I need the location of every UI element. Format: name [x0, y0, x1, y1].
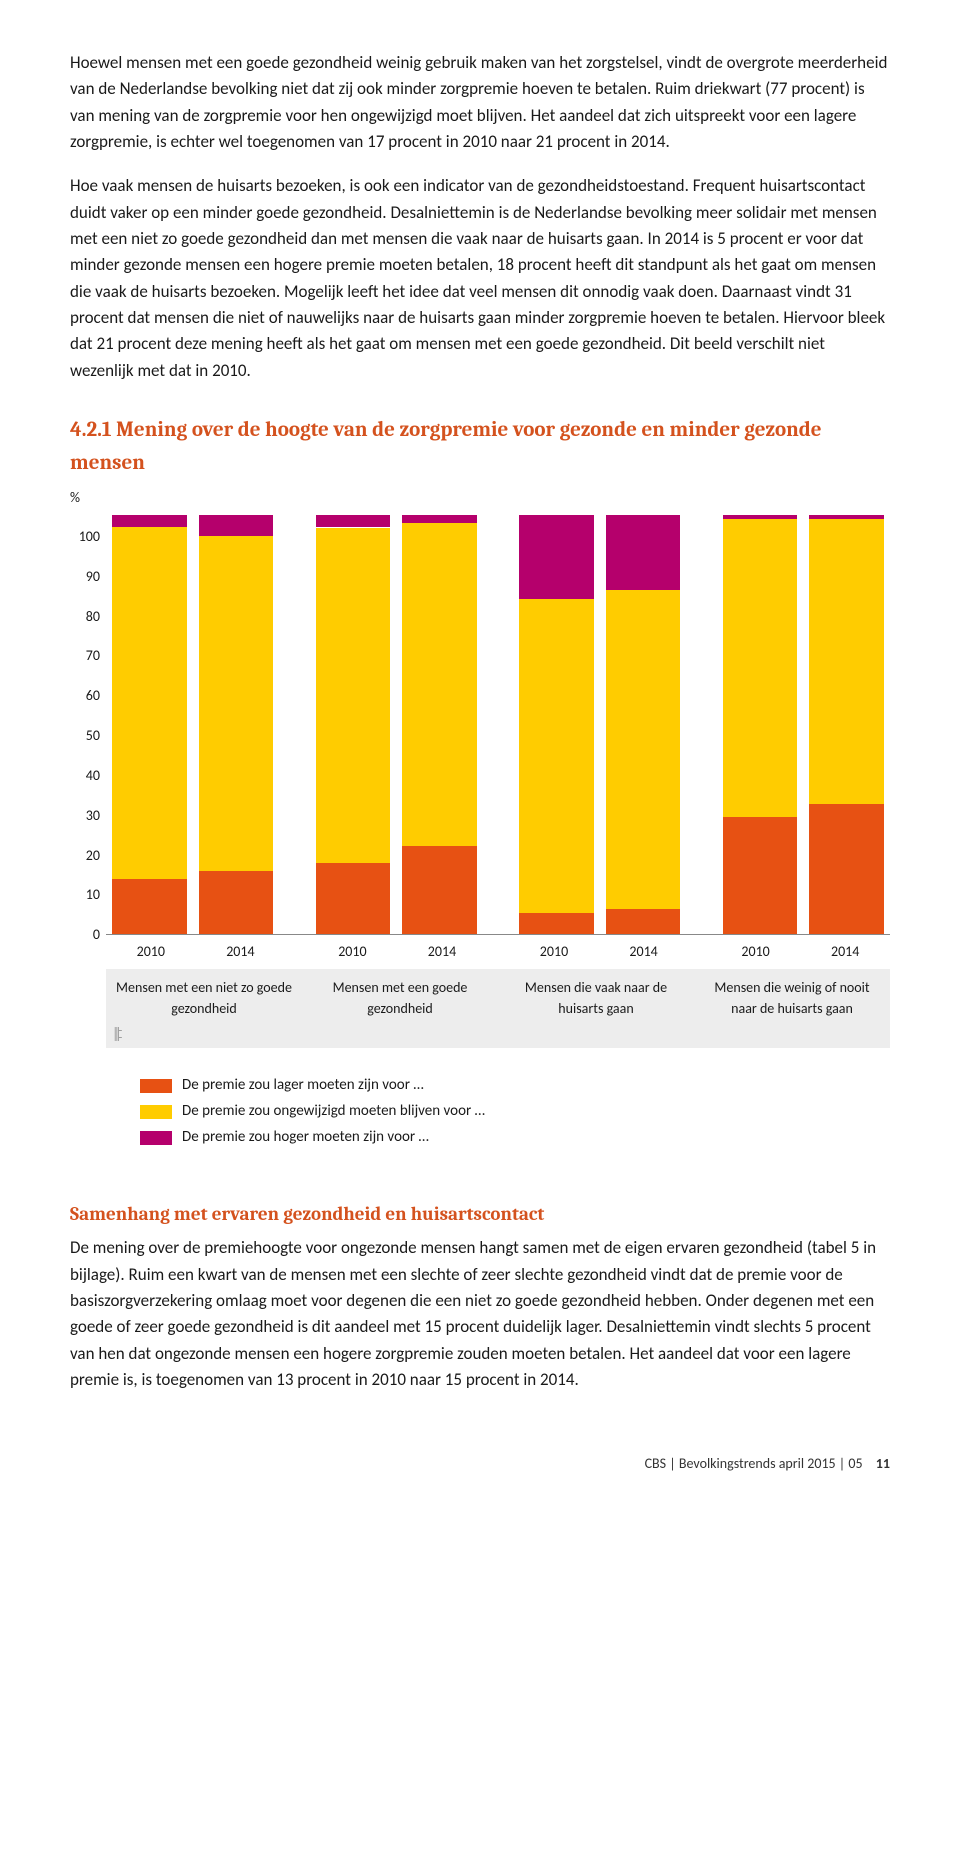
- bar-segment-lower: [199, 871, 274, 934]
- y-tick: 50: [70, 725, 100, 747]
- bar-segment-higher: [199, 515, 274, 536]
- subheading: Samenhang met ervaren gezondheid en huis…: [70, 1200, 890, 1229]
- bar: [310, 515, 397, 934]
- y-tick: 10: [70, 884, 100, 906]
- chart-plot: [106, 515, 890, 935]
- bar-segment-higher: [402, 515, 477, 523]
- cbs-logo-icon: ⊪⊪: [114, 1028, 122, 1042]
- bar-segment-same: [723, 519, 798, 816]
- body-paragraph-3: De mening over de premiehoogte voor onge…: [70, 1235, 890, 1393]
- bar-segment-same: [199, 536, 274, 871]
- bar: [717, 515, 804, 934]
- bar-segment-higher: [723, 515, 798, 519]
- y-tick: 0: [70, 924, 100, 946]
- x-tick: 2014: [196, 941, 286, 963]
- x-tick: 2014: [397, 941, 487, 963]
- bar-segment-higher: [316, 515, 391, 528]
- y-tick: 70: [70, 645, 100, 667]
- legend-item: De premie zou ongewijzigd moeten blijven…: [140, 1100, 890, 1123]
- x-tick: 2010: [308, 941, 398, 963]
- bar-segment-lower: [402, 846, 477, 934]
- bar-segment-higher: [606, 515, 681, 590]
- section-title-text: Mening over de hoogte van de zorgpremie …: [70, 418, 822, 475]
- bar-segment-lower: [606, 909, 681, 934]
- group-label: Mensen met een goede gezondheid: [302, 977, 498, 1020]
- legend-swatch: [140, 1131, 172, 1145]
- legend-label: De premie zou lager moeten zijn voor …: [182, 1074, 424, 1097]
- chart-x-labels: 20102014201020142010201420102014: [106, 941, 890, 963]
- y-tick: 20: [70, 844, 100, 866]
- bar-segment-lower: [809, 804, 884, 934]
- bar: [396, 515, 483, 934]
- bar-segment-same: [112, 527, 187, 879]
- x-tick: 2010: [711, 941, 801, 963]
- legend-swatch: [140, 1079, 172, 1093]
- legend-item: De premie zou hoger moeten zijn voor …: [140, 1126, 890, 1149]
- y-tick: 30: [70, 805, 100, 827]
- chart: % 1009080706050403020100 201020142010201…: [70, 487, 890, 1150]
- x-tick: 2014: [599, 941, 689, 963]
- y-tick: 60: [70, 685, 100, 707]
- bar: [106, 515, 193, 934]
- y-tick: 100: [70, 526, 100, 548]
- chart-legend: De premie zou lager moeten zijn voor … De…: [140, 1074, 890, 1150]
- bar-segment-lower: [112, 879, 187, 933]
- bar: [600, 515, 687, 934]
- section-heading: 4.2.1 Mening over de hoogte van de zorgp…: [70, 414, 890, 479]
- y-tick: 90: [70, 566, 100, 588]
- y-tick: 40: [70, 765, 100, 787]
- body-paragraph-1: Hoewel mensen met een goede gezondheid w…: [70, 50, 890, 155]
- bar-segment-lower: [519, 913, 594, 934]
- legend-label: De premie zou ongewijzigd moeten blijven…: [182, 1100, 485, 1123]
- bar-segment-same: [606, 590, 681, 908]
- legend-label: De premie zou hoger moeten zijn voor …: [182, 1126, 429, 1149]
- bar: [193, 515, 280, 934]
- bar: [513, 515, 600, 934]
- x-tick: 2014: [800, 941, 890, 963]
- bar-segment-same: [519, 599, 594, 913]
- chart-group-labels: ⊪⊪ Mensen met een niet zo goede gezondhe…: [106, 969, 890, 1048]
- bar-segment-same: [316, 528, 391, 863]
- footer-page-number: 11: [876, 1455, 890, 1472]
- bar-segment-higher: [519, 515, 594, 599]
- bar-segment-higher: [112, 515, 187, 528]
- page-footer: CBS | Bevolkingstrends april 2015 | 05 1…: [70, 1453, 890, 1475]
- legend-item: De premie zou lager moeten zijn voor …: [140, 1074, 890, 1097]
- x-tick: 2010: [509, 941, 599, 963]
- bar-segment-lower: [316, 863, 391, 934]
- chart-y-axis: 1009080706050403020100: [70, 515, 106, 935]
- group-label: Mensen met een niet zo goede gezondheid: [106, 977, 302, 1020]
- bar-segment-lower: [723, 817, 798, 934]
- footer-text: CBS | Bevolkingstrends april 2015 | 05: [645, 1455, 863, 1472]
- bar-segment-same: [402, 523, 477, 846]
- group-label: Mensen die vaak naar de huisarts gaan: [498, 977, 694, 1020]
- bar: [803, 515, 890, 934]
- chart-y-label: %: [70, 487, 890, 509]
- bar-segment-same: [809, 519, 884, 804]
- section-number: 4.2.1: [70, 418, 112, 442]
- legend-swatch: [140, 1105, 172, 1119]
- y-tick: 80: [70, 605, 100, 627]
- x-tick: 2010: [106, 941, 196, 963]
- body-paragraph-2: Hoe vaak mensen de huisarts bezoeken, is…: [70, 173, 890, 384]
- bar-segment-higher: [809, 515, 884, 519]
- group-label: Mensen die weinig of nooit naar de huisa…: [694, 977, 890, 1020]
